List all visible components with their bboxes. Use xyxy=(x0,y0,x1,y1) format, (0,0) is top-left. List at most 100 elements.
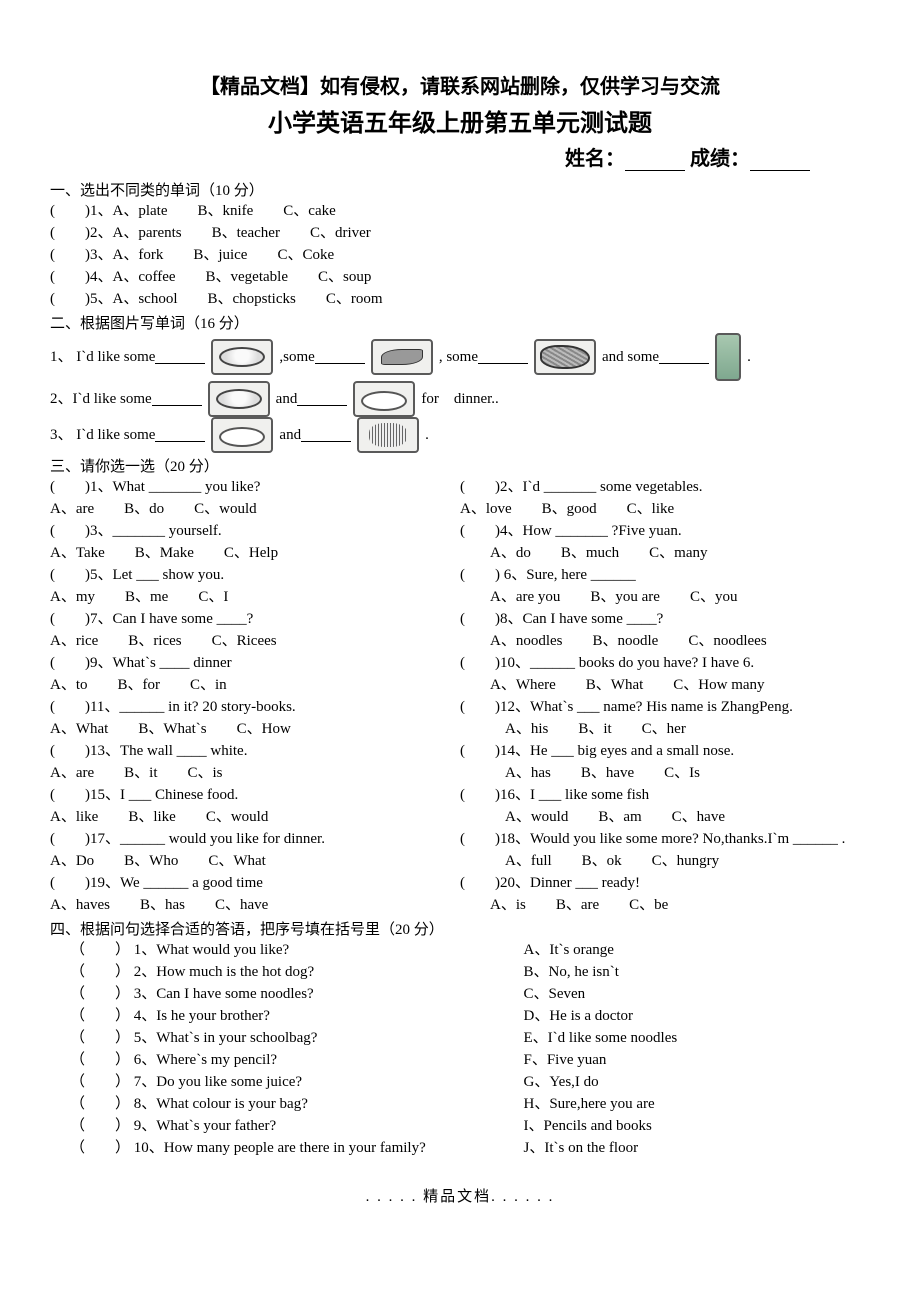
section3-question: ( )14、He ___ big eyes and a small nose. xyxy=(460,740,870,762)
section4-row: （ ） 10、How many people are there in your… xyxy=(50,1137,870,1159)
food-icon xyxy=(353,381,415,417)
section3-choices: A、is B、are C、be xyxy=(460,894,870,916)
section4-question: （ ） 3、Can I have some noodles? xyxy=(50,983,494,1005)
food-icon xyxy=(357,417,419,453)
section2-text: . xyxy=(747,343,751,371)
fill-blank[interactable] xyxy=(478,351,528,364)
section3-question: ( )2、I`d _______ some vegetables. xyxy=(460,476,870,498)
section2-text: ,some xyxy=(279,343,314,371)
section4-question: （ ） 4、Is he your brother? xyxy=(50,1005,494,1027)
section4-answer: B、No, he isn`t xyxy=(494,961,871,983)
section4-row: （ ） 9、What`s your father? I、Pencils and … xyxy=(50,1115,870,1137)
section3-choices: A、Take B、Make C、Help xyxy=(50,542,460,564)
section3-question: ( )16、I ___ like some fish xyxy=(460,784,870,806)
section2-text: 3、 I`d like some xyxy=(50,421,155,449)
fill-blank[interactable] xyxy=(155,351,205,364)
section3-choices: A、are you B、you are C、you xyxy=(460,586,870,608)
fill-blank[interactable] xyxy=(155,429,205,442)
score-blank[interactable] xyxy=(750,156,810,171)
section3-heading: 三、请你选一选（20 分） xyxy=(50,455,870,476)
section3-question: ( )19、We ______ a good time xyxy=(50,872,460,894)
section3-question: ( )3、_______ yourself. xyxy=(50,520,460,542)
section3-question: ( )11、______ in it? 20 story-books. xyxy=(50,696,460,718)
food-icon xyxy=(371,339,433,375)
section4-row: （ ） 5、What`s in your schoolbag? E、I`d li… xyxy=(50,1027,870,1049)
food-icon xyxy=(715,333,741,381)
section3-choices: A、Do B、Who C、What xyxy=(50,850,460,872)
section3-question: ( )12、What`s ___ name? His name is Zhang… xyxy=(460,696,870,718)
section3-question: ( )18、Would you like some more? No,thank… xyxy=(460,828,870,850)
footer: . . . . . 精品文档. . . . . . xyxy=(50,1185,870,1206)
section3-choices: A、noodles B、noodle C、noodlees xyxy=(460,630,870,652)
section3-body: ( )1、What _______ you like? A、are B、do C… xyxy=(50,476,870,916)
section2-row: 2、I`d like some and for dinner.. xyxy=(50,381,870,417)
section4-question: （ ） 10、How many people are there in your… xyxy=(50,1137,494,1159)
fill-blank[interactable] xyxy=(659,351,709,364)
food-icon xyxy=(208,381,270,417)
section2-text: , some xyxy=(439,343,478,371)
section1-item: ( )1、A、plate B、knife C、cake xyxy=(50,200,870,222)
section4-question: （ ） 6、Where`s my pencil? xyxy=(50,1049,494,1071)
food-icon xyxy=(211,339,273,375)
section3-choices: A、rice B、rices C、Ricees xyxy=(50,630,460,652)
section3-question: ( ) 6、Sure, here ______ xyxy=(460,564,870,586)
section2-text: 1、 I`d like some xyxy=(50,343,155,371)
header-note: 【精品文档】如有侵权，请联系网站删除，仅供学习与交流 xyxy=(50,70,870,99)
section3-choices: A、would B、am C、have xyxy=(460,806,870,828)
section2-text: and xyxy=(279,421,301,449)
section3-choices: A、love B、good C、like xyxy=(460,498,870,520)
title: 小学英语五年级上册第五单元测试题 xyxy=(50,103,870,138)
fill-blank[interactable] xyxy=(152,393,202,406)
section3-question: ( )13、The wall ____ white. xyxy=(50,740,460,762)
section1-item: ( )5、A、school B、chopsticks C、room xyxy=(50,288,870,310)
food-icon xyxy=(211,417,273,453)
section3-question: ( )5、Let ___ show you. xyxy=(50,564,460,586)
section4-row: （ ） 4、Is he your brother?D、He is a docto… xyxy=(50,1005,870,1027)
section3-choices: A、are B、do C、would xyxy=(50,498,460,520)
section4-row: （ ） 7、Do you like some juice? G、Yes,I do xyxy=(50,1071,870,1093)
section4-answer: I、Pencils and books xyxy=(494,1115,871,1137)
section3-question: ( )8、Can I have some ____? xyxy=(460,608,870,630)
section4-answer: G、Yes,I do xyxy=(494,1071,871,1093)
section4-answer: H、Sure,here you are xyxy=(494,1093,871,1115)
section1-heading: 一、选出不同类的单词（10 分） xyxy=(50,179,870,200)
name-label: 姓名： xyxy=(565,148,625,170)
section3-question: ( )15、I ___ Chinese food. xyxy=(50,784,460,806)
section1-item: ( )2、A、parents B、teacher C、driver xyxy=(50,222,870,244)
section2-heading: 二、根据图片写单词（16 分） xyxy=(50,312,870,333)
section3-choices: A、his B、it C、her xyxy=(460,718,870,740)
food-icon xyxy=(534,339,596,375)
section3-choices: A、like B、like C、would xyxy=(50,806,460,828)
section4-question: （ ） 8、What colour is your bag? xyxy=(50,1093,494,1115)
section3-choices: A、haves B、has C、have xyxy=(50,894,460,916)
section4-row: （ ） 8、What colour is your bag? H、Sure,he… xyxy=(50,1093,870,1115)
page: 【精品文档】如有侵权，请联系网站删除，仅供学习与交流 小学英语五年级上册第五单元… xyxy=(0,0,920,1236)
section2-text: 2、I`d like some xyxy=(50,385,152,413)
section4-question: （ ） 7、Do you like some juice? xyxy=(50,1071,494,1093)
score-label: 成绩： xyxy=(690,148,750,170)
section4-question: （ ） 2、How much is the hot dog? xyxy=(50,961,494,983)
section3-question: ( )4、How _______ ?Five yuan. xyxy=(460,520,870,542)
name-blank[interactable] xyxy=(625,156,685,171)
section3-choices: A、full B、ok C、hungry xyxy=(460,850,870,872)
section4-answer: A、It`s orange xyxy=(494,939,871,961)
fill-blank[interactable] xyxy=(315,351,365,364)
fill-blank[interactable] xyxy=(297,393,347,406)
section3-choices: A、do B、much C、many xyxy=(460,542,870,564)
section4-question: （ ） 1、What would you like? xyxy=(50,939,494,961)
section4-row: （ ） 2、How much is the hot dog?B、No, he i… xyxy=(50,961,870,983)
section2-row: 1、 I`d like some ,some , some and some . xyxy=(50,333,870,381)
section4-question: （ ） 9、What`s your father? xyxy=(50,1115,494,1137)
section3-choices: A、Where B、What C、How many xyxy=(460,674,870,696)
section2-row: 3、 I`d like some and . xyxy=(50,417,870,453)
section3-choices: A、has B、have C、Is xyxy=(460,762,870,784)
section1-item: ( )3、A、fork B、juice C、Coke xyxy=(50,244,870,266)
section3-choices: A、What B、What`s C、How xyxy=(50,718,460,740)
section3-question: ( )17、______ would you like for dinner. xyxy=(50,828,460,850)
section4-answer: F、Five yuan xyxy=(494,1049,871,1071)
section3-question: ( )1、What _______ you like? xyxy=(50,476,460,498)
section2-text: and xyxy=(276,385,298,413)
section4-answer: C、Seven xyxy=(494,983,871,1005)
fill-blank[interactable] xyxy=(301,429,351,442)
section1-item: ( )4、A、coffee B、vegetable C、soup xyxy=(50,266,870,288)
